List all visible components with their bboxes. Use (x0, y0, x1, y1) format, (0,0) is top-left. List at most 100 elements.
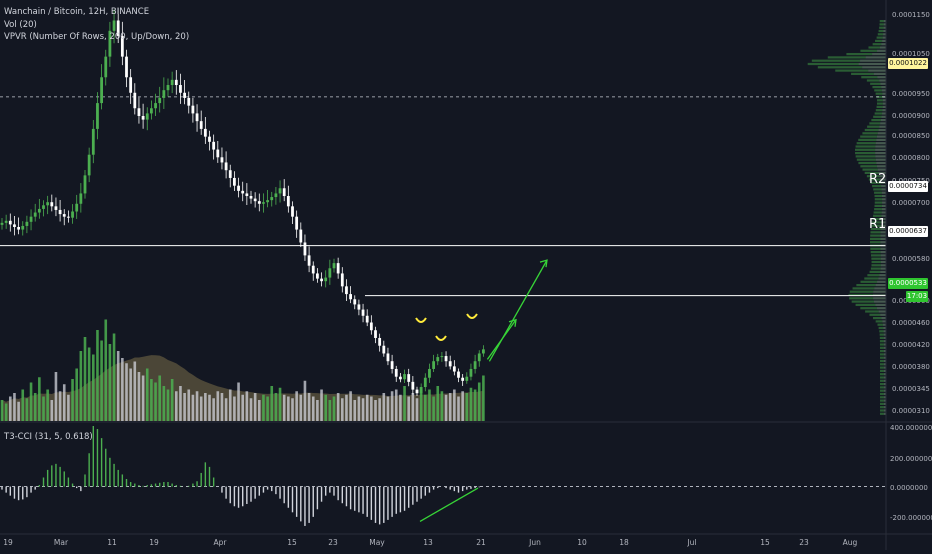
vpvr-bar-down (883, 356, 886, 359)
vpvr-bar-down (877, 280, 886, 283)
vpvr-bar (876, 99, 883, 102)
vpvr-bar (879, 333, 884, 336)
candles (0, 7, 485, 397)
vpvr-bar (860, 280, 878, 283)
vpvr-bar-down (881, 191, 886, 194)
candle-body (224, 162, 228, 171)
volume-bar (320, 389, 323, 421)
vpvr-bar-down (878, 128, 886, 132)
volume-bar (46, 389, 49, 421)
volume-bar (282, 394, 286, 421)
volume-bar (21, 389, 25, 421)
vpvr-bar-down (880, 247, 886, 250)
price-tick-label: 0.0000900 (892, 112, 930, 120)
candle-body (100, 77, 103, 104)
volume-bar (224, 398, 228, 421)
volume-bar (179, 386, 182, 421)
volume-bar (137, 372, 141, 421)
vpvr-bar (880, 396, 884, 399)
vpvr-bar (871, 260, 881, 264)
vpvr-bar-down (877, 76, 886, 79)
candle-body (25, 221, 29, 226)
candle-body (311, 265, 315, 274)
price-tick-label: 0.0000950 (892, 90, 930, 98)
vpvr-bar (874, 198, 883, 201)
vpvr-bar-down (883, 20, 886, 23)
vpvr-bar-down (883, 383, 886, 386)
time-tick-label: 15 (287, 538, 297, 547)
vpvr-bar (878, 326, 884, 330)
candle-body (477, 353, 481, 362)
vpvr-bar (880, 406, 884, 409)
vpvr-bar (879, 379, 884, 382)
candle-body (303, 242, 307, 256)
volume-bar (212, 398, 215, 421)
vpvr-bar (866, 175, 880, 178)
volume-bar (83, 337, 87, 421)
volume-bar (299, 394, 303, 421)
volume-bar (274, 393, 278, 421)
volume-bar (75, 368, 78, 421)
vpvr-bar-down (873, 297, 886, 300)
candle-body (145, 113, 149, 120)
volume-bar (258, 400, 261, 421)
candle-body (332, 263, 336, 269)
vpvr-bar (877, 33, 884, 36)
volume-bar (204, 393, 207, 421)
candle-body (461, 377, 465, 381)
volume-legend: Vol (20) (4, 20, 37, 30)
vpvr-bar-down (883, 359, 886, 363)
vpvr-bar-down (878, 310, 886, 313)
volume-bar (245, 391, 249, 421)
candle-body (452, 366, 456, 372)
time-tick-label: Aug (843, 538, 858, 547)
vpvr-bar (855, 145, 876, 148)
candle-body (67, 216, 70, 218)
vpvr-bar-down (879, 46, 886, 49)
volume-bar (469, 387, 473, 421)
price-tick-label: 0.0000850 (892, 132, 930, 140)
vpvr-bar (876, 95, 883, 99)
vpvr-bar-down (880, 178, 886, 181)
vpvr-bar-down (876, 138, 886, 141)
candle-body (220, 157, 224, 163)
vpvr-bar-down (873, 72, 886, 75)
candle-body (295, 216, 299, 230)
volume-bar (428, 389, 431, 421)
vpvr-bar (870, 251, 881, 254)
vpvr-bar (849, 290, 874, 293)
vpvr-bar (874, 194, 882, 198)
vpvr-bar (870, 231, 881, 234)
vpvr-bar (870, 267, 881, 270)
vpvr-bar (855, 152, 876, 155)
vpvr-bar (865, 310, 879, 313)
time-tick-label: Apr (214, 538, 228, 547)
candle-body (203, 128, 207, 137)
r2-price-badge: 0.0000734 (888, 181, 928, 192)
volume-bar (403, 386, 406, 421)
vpvr-bar (866, 79, 880, 82)
volume-bar (415, 398, 419, 421)
candle-body (233, 177, 236, 186)
vpvr-bar-down (875, 148, 886, 151)
vpvr-bar-down (860, 59, 886, 62)
volume-bar (278, 387, 282, 421)
vpvr-bar (879, 350, 884, 353)
volume-bar (191, 394, 195, 421)
vpvr-bar (854, 148, 876, 151)
level-lines (0, 96, 886, 297)
volume-bar (262, 394, 265, 421)
candle-body (316, 273, 319, 279)
vpvr-bar (880, 383, 884, 386)
vpvr-bar-down (883, 23, 886, 26)
volume-bar (96, 330, 99, 421)
vpvr-bar-down (880, 224, 886, 227)
vpvr-bar (871, 221, 882, 224)
vpvr-bar-down (879, 175, 886, 178)
cci-panel (0, 426, 886, 526)
vpvr-bar-down (883, 412, 886, 415)
vpvr-bar (873, 188, 882, 191)
time-tick-label: Jul (686, 538, 696, 547)
